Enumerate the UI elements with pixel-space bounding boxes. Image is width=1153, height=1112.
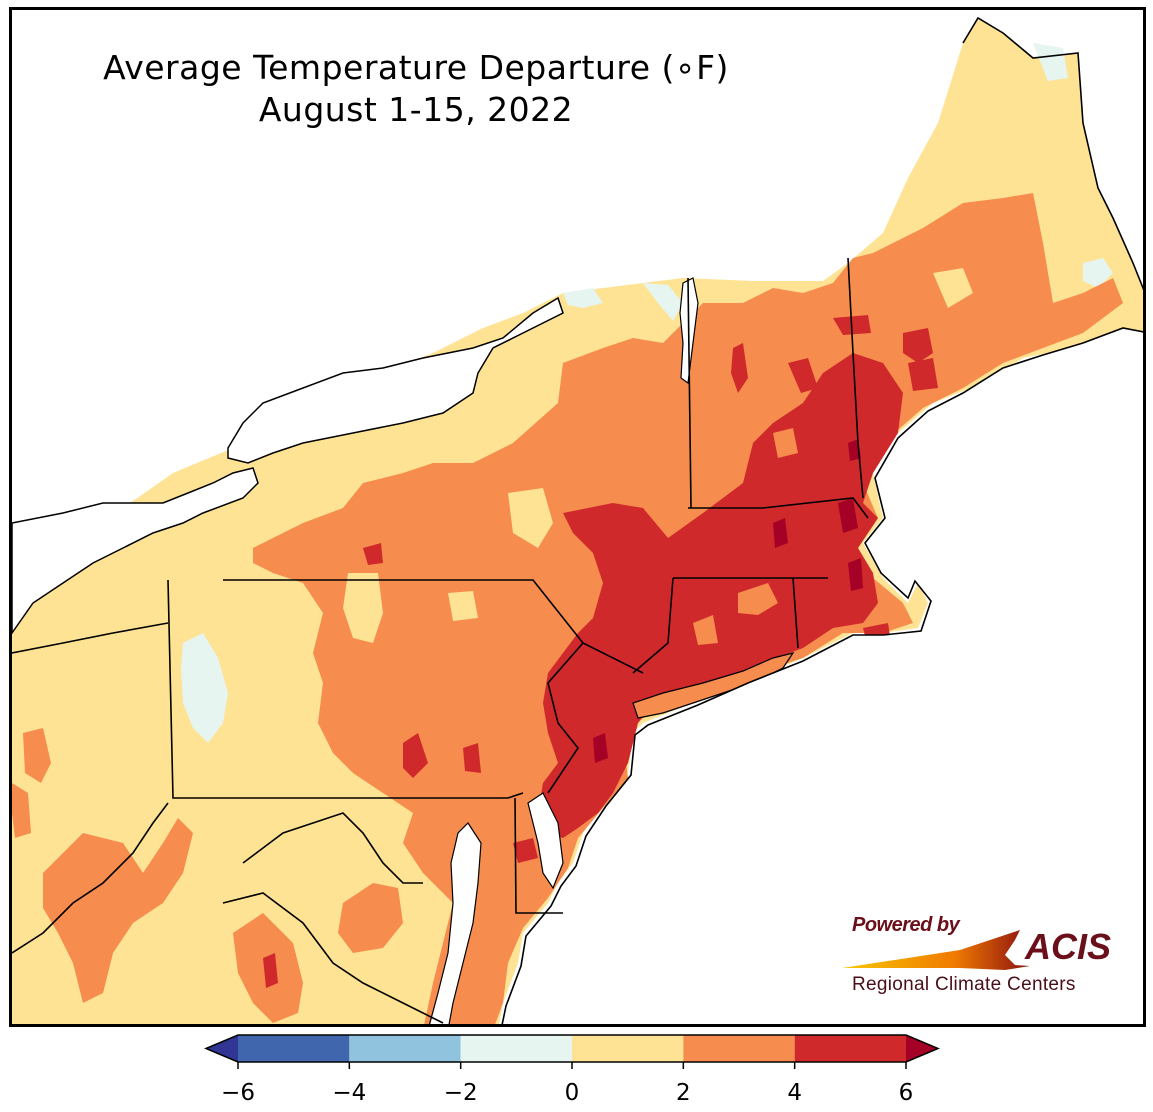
logo-powered-by: Powered by (852, 914, 960, 936)
mild-hole-2 (448, 591, 478, 621)
long-island (632, 652, 795, 719)
legend-bin-0 (238, 1035, 350, 1062)
very-hot-spot-ma2 (773, 518, 788, 548)
acis-logo: Powered by ACIS Regional Climate Centers (840, 910, 1130, 1010)
legend-under-arrow (206, 1035, 238, 1062)
cool-patch-me2 (1033, 43, 1068, 81)
legend-tick-label: 6 (898, 1080, 914, 1106)
very-hot-spot-ri (848, 558, 863, 591)
map-frame: Average Temperature Departure (∘F) Augus… (9, 7, 1146, 1027)
hot-patch-vt (731, 343, 748, 393)
delaware-bay (527, 792, 564, 890)
hot-patch-me3 (908, 358, 938, 391)
warm-hole-ct2 (693, 615, 718, 645)
legend-tick-label: 2 (676, 1080, 691, 1106)
hot-patch-nh (788, 358, 818, 393)
legend-over-arrow (906, 1035, 938, 1062)
hot-patch-md (513, 838, 538, 863)
very-hot-spot-nj (593, 733, 608, 763)
legend-tick-label: 4 (787, 1080, 802, 1106)
logo-subtitle: Regional Climate Centers (852, 974, 1076, 995)
hot-patch-pa2 (463, 743, 481, 773)
atlantic-ocean (502, 328, 1143, 1024)
very-hot-spot-ma (838, 498, 858, 533)
acis-swoosh-icon (842, 930, 1030, 970)
hot-patch-pa1 (403, 733, 428, 778)
chesapeake-bay (429, 822, 482, 1024)
cool-patch-ny (563, 288, 603, 308)
mild-hole-1 (343, 573, 383, 643)
logo-acis-name: ACIS (1025, 926, 1112, 967)
hot-patch-va (263, 953, 278, 988)
cool-patch-pa (181, 633, 228, 743)
warm-patch-wpa (23, 728, 51, 783)
mild-hole-4 (933, 268, 973, 308)
warm-hole-ma (773, 428, 798, 458)
legend-tick-label: −2 (443, 1080, 478, 1106)
legend-bin-1 (349, 1035, 461, 1062)
lake-erie (12, 467, 259, 635)
warm-hole-ct (738, 583, 778, 615)
hot-patch-me (903, 328, 933, 363)
map-subtitle: August 1-15, 2022 (258, 90, 574, 129)
legend-bin-3 (572, 1035, 684, 1062)
lake-ontario (227, 296, 564, 464)
hot-patch-ny (363, 543, 383, 565)
warm-patch-oh (12, 783, 31, 838)
northeast-temperature-map (12, 16, 1143, 1024)
legend-bin-2 (460, 1035, 572, 1062)
hot-region-main (538, 353, 903, 838)
legend-tick-label: 0 (564, 1080, 580, 1106)
legend-tick-label: −4 (332, 1080, 367, 1106)
legend-bin-5 (794, 1035, 906, 1062)
mild-hole-3 (508, 488, 553, 548)
state-borders (12, 16, 1143, 1024)
legend-tick-label: −6 (221, 1080, 255, 1106)
map-title: Average Temperature Departure (∘F) (103, 48, 729, 87)
warm-patch-wv (43, 818, 193, 1003)
legend-bin-4 (683, 1035, 795, 1062)
legend-colorbar (204, 1034, 940, 1069)
cool-patch-ny2 (643, 283, 683, 321)
cool-patch-me (1083, 258, 1113, 288)
warm-patch-md (338, 883, 403, 953)
